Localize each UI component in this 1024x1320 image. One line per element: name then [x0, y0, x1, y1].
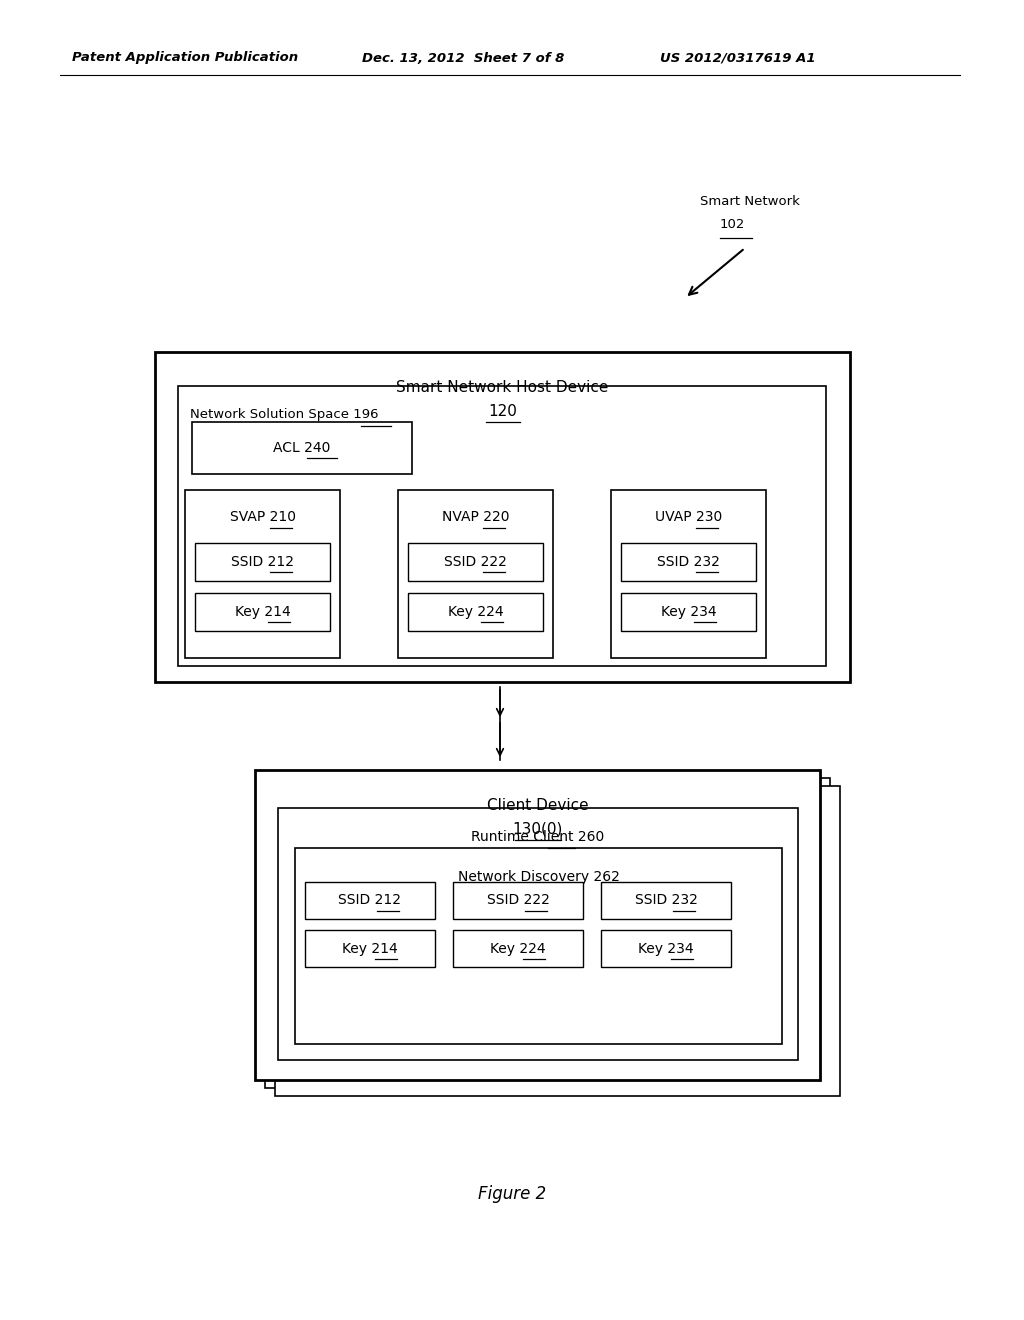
Bar — [178, 385, 826, 667]
Bar — [185, 490, 340, 657]
Bar — [408, 543, 543, 581]
Text: Key 224: Key 224 — [490, 941, 546, 956]
Bar — [453, 931, 583, 968]
Text: Smart Network: Smart Network — [700, 195, 800, 209]
Bar — [305, 931, 435, 968]
Text: SSID 222: SSID 222 — [486, 894, 550, 908]
Bar — [611, 490, 766, 657]
Text: Key 224: Key 224 — [447, 605, 504, 619]
Text: 130(0): 130(0) — [512, 822, 562, 837]
Text: NVAP 220: NVAP 220 — [441, 510, 509, 524]
Bar — [621, 543, 756, 581]
Text: Network Discovery 262: Network Discovery 262 — [458, 870, 620, 884]
Text: 102: 102 — [720, 218, 745, 231]
Bar — [275, 785, 840, 1096]
Text: Client Device: Client Device — [486, 799, 589, 813]
Text: SVAP 210: SVAP 210 — [229, 510, 296, 524]
Text: Smart Network Host Device: Smart Network Host Device — [396, 380, 608, 395]
Text: SSID 212: SSID 212 — [231, 554, 294, 569]
Text: SSID 232: SSID 232 — [657, 554, 720, 569]
Text: Key 234: Key 234 — [638, 941, 694, 956]
Text: UVAP 230: UVAP 230 — [655, 510, 722, 524]
Text: Dec. 13, 2012  Sheet 7 of 8: Dec. 13, 2012 Sheet 7 of 8 — [362, 51, 564, 65]
Bar — [398, 490, 553, 657]
Text: US 2012/0317619 A1: US 2012/0317619 A1 — [660, 51, 816, 65]
Text: SSID 212: SSID 212 — [339, 894, 401, 908]
Bar — [195, 543, 330, 581]
Bar — [408, 593, 543, 631]
Bar — [155, 352, 850, 682]
Text: ACL 240: ACL 240 — [273, 441, 331, 455]
Bar — [601, 931, 731, 968]
Text: Figure 2: Figure 2 — [478, 1185, 546, 1203]
Text: 120: 120 — [488, 404, 517, 418]
Text: Network Solution Space 196: Network Solution Space 196 — [190, 408, 379, 421]
Bar — [305, 882, 435, 919]
Text: Patent Application Publication: Patent Application Publication — [72, 51, 298, 65]
Bar — [193, 422, 412, 474]
Text: SSID 232: SSID 232 — [635, 894, 697, 908]
Bar — [195, 593, 330, 631]
Text: Key 234: Key 234 — [660, 605, 717, 619]
Text: Runtime Client 260: Runtime Client 260 — [471, 830, 604, 843]
Bar — [453, 882, 583, 919]
Bar — [295, 847, 782, 1044]
Bar — [278, 808, 798, 1060]
Bar — [265, 777, 830, 1088]
Text: SSID 222: SSID 222 — [444, 554, 507, 569]
Text: Key 214: Key 214 — [342, 941, 398, 956]
Bar — [255, 770, 820, 1080]
Text: Key 214: Key 214 — [234, 605, 291, 619]
Bar — [621, 593, 756, 631]
Bar — [601, 882, 731, 919]
